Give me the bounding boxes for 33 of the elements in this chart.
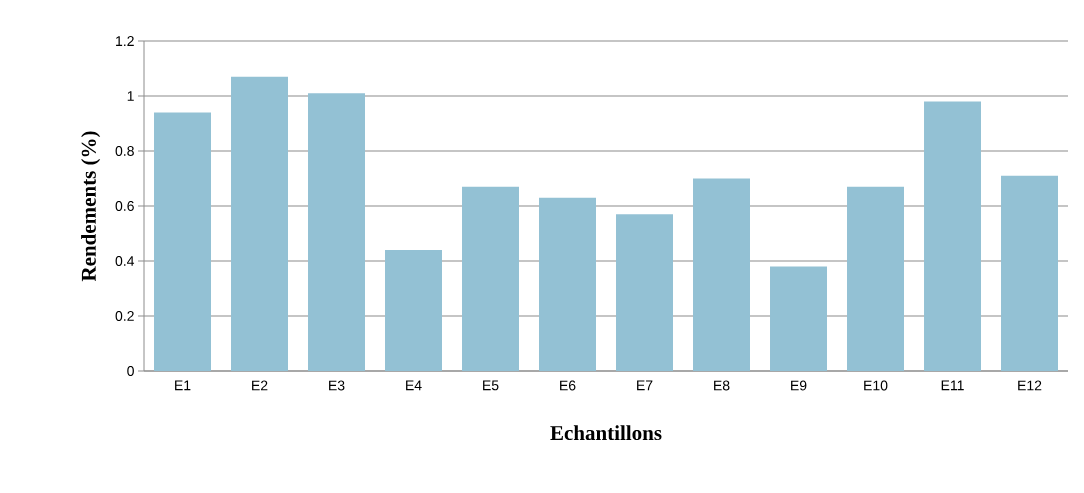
- bar: [847, 186, 904, 371]
- y-tick-label: 1.2: [116, 36, 134, 46]
- bar: [308, 93, 365, 371]
- x-tick-label: E9: [791, 380, 807, 391]
- y-tick-label: 0.4: [115, 256, 135, 266]
- x-tick-label: E2: [252, 380, 268, 391]
- x-tick-label: E3: [329, 380, 345, 391]
- y-tick-label: 1: [127, 91, 134, 101]
- x-tick-label: E6: [560, 380, 576, 391]
- bar: [770, 266, 827, 371]
- x-axis-title: Echantillons: [550, 425, 662, 441]
- x-tick-label: E7: [637, 380, 653, 391]
- y-tick-label: 0.6: [115, 201, 134, 211]
- x-tick-label: E4: [406, 380, 422, 391]
- y-tick-label: 0: [127, 366, 134, 376]
- bar: [385, 250, 442, 371]
- bar: [154, 112, 211, 371]
- bar: [924, 101, 981, 371]
- bar: [693, 178, 750, 371]
- y-tick-label: 0.8: [115, 146, 134, 156]
- bar: [616, 214, 673, 371]
- y-axis-title: Rendements (%): [81, 131, 101, 282]
- x-tick-label: E12: [1018, 380, 1042, 391]
- x-tick-label: E10: [864, 380, 888, 391]
- bar: [231, 76, 288, 371]
- bar: [539, 197, 596, 371]
- x-tick-label: E11: [941, 380, 964, 391]
- bar: [1001, 175, 1058, 371]
- x-tick-label: E8: [714, 380, 730, 391]
- bar: [462, 186, 519, 371]
- x-tick-label: E5: [483, 380, 499, 391]
- y-tick-label: 0.2: [115, 311, 134, 321]
- x-tick-label: E1: [175, 380, 191, 391]
